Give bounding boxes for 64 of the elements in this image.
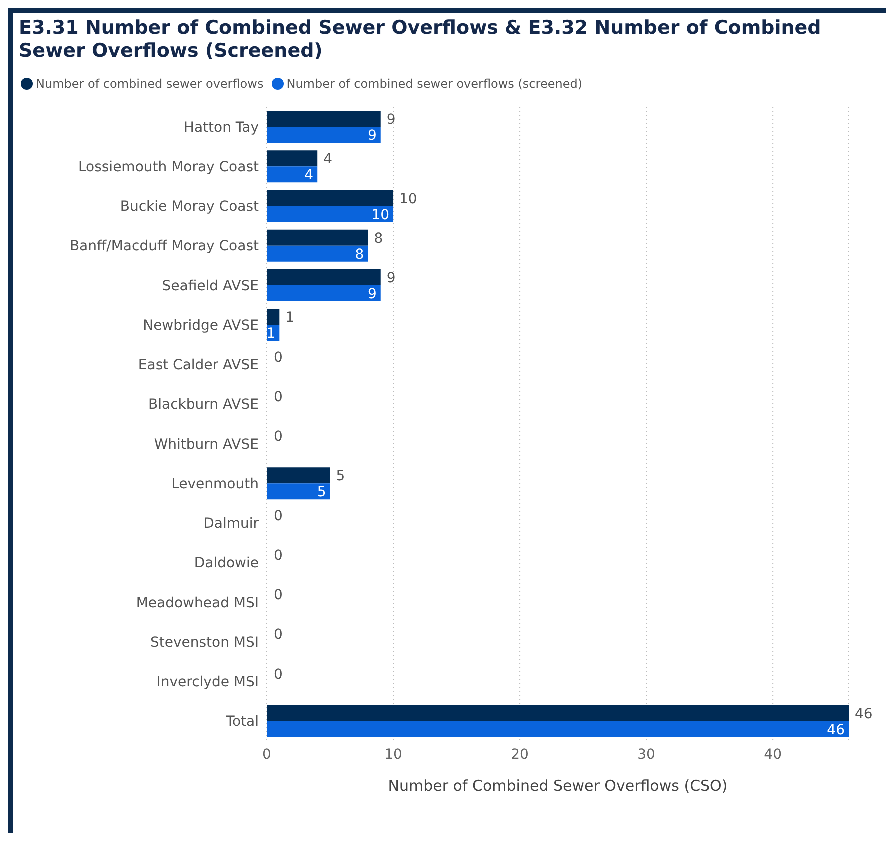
bar — [267, 246, 368, 262]
y-tick-label: Banff/Macduff Moray Coast — [70, 238, 260, 255]
y-tick-label: Levenmouth — [172, 476, 259, 492]
data-label: 10 — [372, 207, 390, 224]
legend-label: Number of combined sewer overflows (screened) — [286, 77, 582, 91]
y-tick-label: Seafield AVSE — [162, 278, 259, 294]
data-label: 9 — [386, 270, 396, 286]
y-tick-label: Blackburn AVSE — [148, 397, 259, 414]
bar — [267, 705, 849, 722]
data-label: 1 — [266, 326, 276, 342]
y-tick-label: Stevenston MSI — [150, 634, 259, 651]
data-label: 0 — [274, 588, 283, 604]
y-tick-label: Inverclyde MSI — [156, 674, 259, 691]
bar — [267, 190, 394, 206]
data-label: 5 — [336, 468, 346, 485]
x-axis-title: Number of Combined Sewer Overflows (CSO) — [388, 777, 728, 795]
data-label: 9 — [386, 112, 396, 128]
data-label: 0 — [274, 429, 283, 445]
bar — [267, 127, 381, 143]
bar — [267, 270, 381, 286]
bar — [267, 206, 394, 222]
bar — [267, 484, 330, 500]
data-label: 0 — [274, 666, 283, 683]
x-tick-label: 40 — [764, 746, 782, 763]
y-tick-label: Newbridge AVSE — [143, 318, 259, 334]
data-label: 0 — [274, 627, 283, 644]
data-label: 1 — [286, 310, 295, 326]
data-label: 0 — [274, 389, 283, 406]
data-label: 5 — [317, 484, 326, 501]
x-tick-label: 30 — [638, 746, 656, 763]
y-tick-label: Whitburn AVSE — [154, 436, 259, 453]
y-tick-label: East Calder AVSE — [138, 358, 259, 374]
y-tick-label: Lossiemouth Moray Coast — [78, 159, 260, 176]
bar — [267, 166, 318, 183]
data-label: 8 — [355, 246, 364, 263]
data-label: 0 — [274, 508, 283, 524]
data-label: 0 — [274, 548, 283, 564]
data-label: 46 — [827, 722, 846, 738]
data-label: 10 — [400, 191, 418, 208]
bar — [267, 286, 381, 302]
data-label: 9 — [368, 286, 377, 302]
x-tick-label: 0 — [262, 746, 272, 763]
bar — [267, 309, 280, 326]
data-label: 0 — [274, 350, 283, 366]
bar — [267, 150, 318, 167]
y-tick-label: Buckie Moray Coast — [120, 199, 260, 216]
data-label: 46 — [855, 706, 873, 722]
y-tick-label: Hatton Tay — [184, 120, 259, 136]
x-tick-label: 10 — [384, 746, 402, 763]
bar — [267, 721, 849, 738]
data-label: 4 — [304, 168, 314, 184]
y-tick-label: Dalmuir — [204, 516, 260, 532]
legend-label: Number of combined sewer overflows — [35, 77, 264, 91]
data-label: 9 — [368, 128, 377, 144]
x-tick-label: 20 — [511, 746, 529, 763]
chart-title: E3.31 Number of Combined Sewer Overflows & E3.32 Number of Combined Sewer Overflows (Screened) — [19, 17, 822, 63]
y-tick-label: Total — [225, 714, 259, 730]
bar — [267, 111, 381, 127]
bar — [267, 468, 330, 484]
y-tick-label: Daldowie — [194, 556, 259, 572]
bar — [267, 230, 368, 246]
data-label: 4 — [324, 152, 333, 168]
data-label: 8 — [374, 230, 384, 247]
y-tick-label: Meadowhead MSI — [136, 595, 259, 612]
